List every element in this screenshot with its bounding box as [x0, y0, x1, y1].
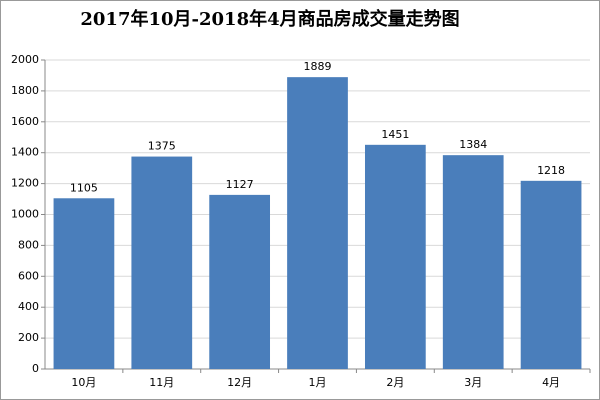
data-label: 1218: [537, 164, 565, 177]
bar: [364, 144, 426, 369]
x-tick-label: 12月: [227, 376, 252, 389]
data-label: 1375: [148, 140, 176, 153]
bar: [53, 198, 115, 369]
data-label: 1384: [459, 138, 487, 151]
y-tick-label: 0: [32, 362, 39, 375]
y-tick-label: 1000: [11, 208, 39, 221]
y-tick-label: 2000: [11, 53, 39, 66]
bar: [520, 180, 582, 369]
chart-title: 2017年10月-2018年4月商品房成交量走势图: [80, 8, 459, 30]
bar: [442, 155, 504, 369]
data-label: 1889: [304, 60, 332, 73]
x-tick-label: 10月: [71, 376, 96, 389]
x-tick-label: 2月: [386, 376, 404, 389]
y-tick-label: 800: [18, 238, 39, 251]
y-tick-label: 1200: [11, 177, 39, 190]
x-tick-label: 4月: [542, 376, 560, 389]
y-tick-label: 1800: [11, 84, 39, 97]
data-label: 1127: [226, 178, 254, 191]
x-tick-label: 3月: [464, 376, 482, 389]
bar: [131, 156, 193, 369]
y-tick-label: 1600: [11, 115, 39, 128]
data-label: 1451: [381, 128, 409, 141]
y-tick-label: 200: [18, 331, 39, 344]
y-tick-label: 400: [18, 300, 39, 313]
x-tick-label: 11月: [149, 376, 174, 389]
bar: [287, 77, 348, 369]
y-tick-label: 1400: [11, 146, 39, 159]
bar: [209, 194, 271, 369]
y-tick-label: 600: [18, 269, 39, 282]
x-tick-label: 1月: [309, 376, 327, 389]
data-label: 1105: [70, 181, 98, 194]
